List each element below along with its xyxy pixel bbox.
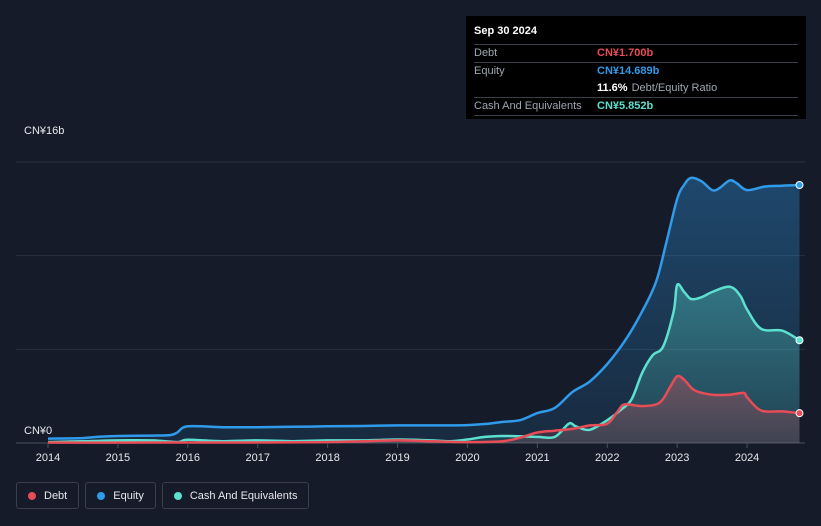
tooltip-equity-value: CN¥14.689b [597,65,660,77]
end-point-debt [795,409,804,418]
legend-dot-debt [28,491,36,500]
tooltip-cash-value: CN¥5.852b [597,100,654,112]
x-tick-label-2023: 2023 [665,452,689,464]
legend-item-debt[interactable]: Debt [16,482,80,509]
line-cash-and-equivalents [47,282,801,444]
legend-item-equity[interactable]: Equity [85,482,156,509]
tooltip-equity-label: Equity [474,65,505,77]
tooltip-row-cash: Cash And Equivalents CN¥5.852b [474,98,798,116]
series-lines [47,176,804,444]
x-tick-label-2014: 2014 [36,452,60,464]
x-tick-label-2019: 2019 [385,452,409,464]
tooltip-ratio-value: 11.6% Debt/Equity Ratio [597,80,717,97]
legend-label-equity: Equity [113,489,144,502]
x-tick-label-2020: 2020 [455,452,479,464]
line-debt [47,374,800,444]
tooltip-debt-label: Debt [474,47,498,59]
line-equity [47,176,800,440]
y-axis-top-label: CN¥16b [24,125,65,137]
x-tick-label-2017: 2017 [245,452,269,464]
x-tick-label-2024: 2024 [735,452,759,464]
legend-item-cash[interactable]: Cash And Equivalents [161,482,310,509]
tooltip-row-equity: Equity CN¥14.689b [474,63,798,80]
tooltip-ratio-label [474,80,597,97]
series-areas [48,177,800,443]
ratio-percent: 11.6% [597,82,628,94]
chart-legend: Debt Equity Cash And Equivalents [16,482,310,509]
tooltip-debt-value: CN¥1.700b [597,47,654,59]
x-tick-label-2018: 2018 [315,452,339,464]
x-tick-label-2016: 2016 [176,452,200,464]
ratio-caption: Debt/Equity Ratio [631,82,718,94]
data-tooltip: Sep 30 2024 Debt CN¥1.700b Equity CN¥14.… [466,16,806,119]
end-point-cash-and-equivalents [795,336,804,345]
legend-dot-equity [97,491,106,500]
end-point-equity [795,181,804,190]
area-equity [48,177,800,443]
x-axis-ticks: 2014 2015 2016 2017 2018 2019 2020 2021 2022 2023… [36,443,759,464]
x-tick-label-2021: 2021 [525,452,549,464]
legend-label-cash: Cash And Equivalents [189,489,298,502]
x-tick-label-2015: 2015 [106,452,130,464]
tooltip-row-ratio: 11.6% Debt/Equity Ratio [474,80,798,98]
area-debt [48,375,800,443]
tooltip-cash-label: Cash And Equivalents [474,100,582,112]
x-tick-label-2022: 2022 [595,452,619,464]
tooltip-date: Sep 30 2024 [474,24,798,45]
legend-dot-cash [173,491,182,500]
tooltip-row-debt: Debt CN¥1.700b [474,45,798,63]
y-axis-bottom-label: CN¥0 [24,425,53,437]
legend-label-debt: Debt [44,489,68,502]
